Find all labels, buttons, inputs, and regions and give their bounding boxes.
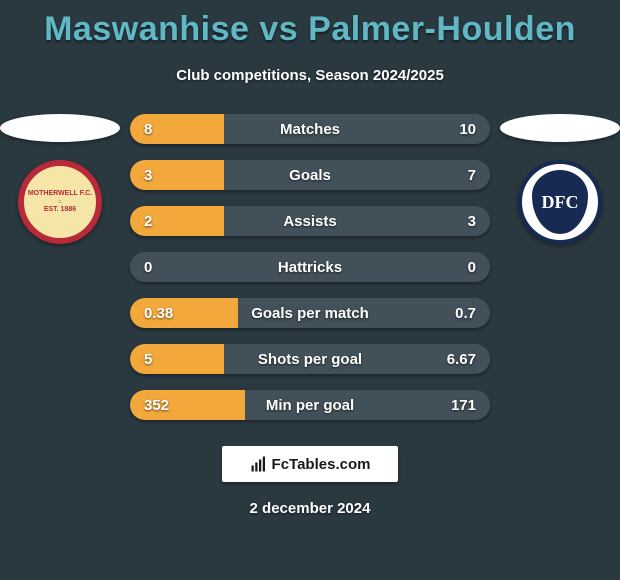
bar-row: 00Hattricks [130, 252, 490, 282]
bar-label: Matches [130, 114, 490, 144]
team-left-ellipse [0, 114, 120, 142]
page-title: Maswanhise vs Palmer-Houlden [0, 0, 620, 49]
team-right-crest: DFC [518, 160, 602, 244]
motherwell-crest-text: MOTHERWELL F.C. ⌂ EST. 1886 [28, 190, 92, 213]
footer-date: 2 december 2024 [0, 500, 620, 517]
bar-label: Min per goal [130, 390, 490, 420]
bar-label: Assists [130, 206, 490, 236]
chart-icon [250, 455, 268, 473]
player2-name: Palmer-Houlden [308, 10, 576, 48]
vs-text: vs [259, 10, 298, 48]
team-left-block: MOTHERWELL F.C. ⌂ EST. 1886 [0, 114, 120, 244]
bar-label: Hattricks [130, 252, 490, 282]
team-right-ellipse [500, 114, 620, 142]
bar-label: Goals [130, 160, 490, 190]
player1-name: Maswanhise [44, 10, 249, 48]
bar-row: 0.380.7Goals per match [130, 298, 490, 328]
comparison-bars: 810Matches 37Goals 23Assists 00Hattricks 0.3… [130, 114, 490, 436]
bar-label: Shots per goal [130, 344, 490, 374]
footer-brand: FcTables.com [222, 446, 398, 482]
dundee-badge: DFC [532, 170, 588, 234]
team-right-block: DFC [500, 114, 620, 244]
crest-line2: EST. 1886 [44, 206, 76, 213]
bar-row: 352171Min per goal [130, 390, 490, 420]
bar-row: 810Matches [130, 114, 490, 144]
bar-label: Goals per match [130, 298, 490, 328]
bar-row: 23Assists [130, 206, 490, 236]
bar-row: 37Goals [130, 160, 490, 190]
bar-row: 56.67Shots per goal [130, 344, 490, 374]
brand-text: FcTables.com [272, 456, 371, 473]
team-left-crest: MOTHERWELL F.C. ⌂ EST. 1886 [18, 160, 102, 244]
crest-line1: MOTHERWELL F.C. [28, 190, 92, 197]
dundee-initials: DFC [542, 192, 579, 213]
comparison-area: MOTHERWELL F.C. ⌂ EST. 1886 DFC 810Match… [0, 114, 620, 444]
subtitle: Club competitions, Season 2024/2025 [0, 67, 620, 84]
